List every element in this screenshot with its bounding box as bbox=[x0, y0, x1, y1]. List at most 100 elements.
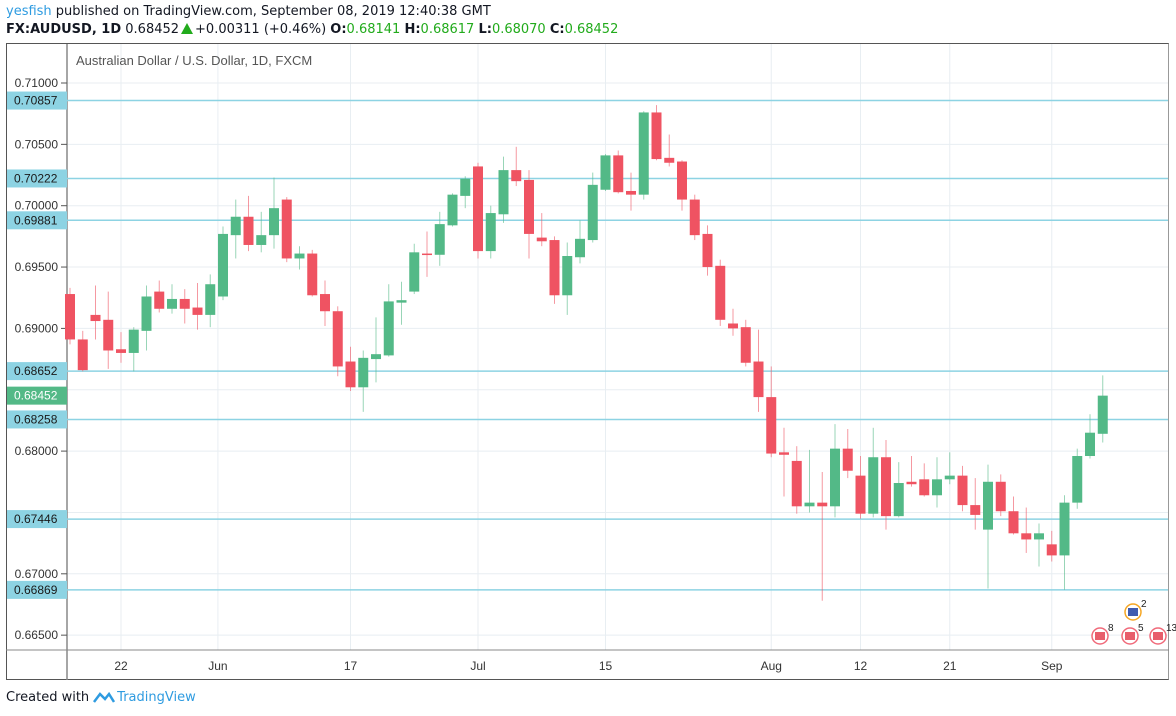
candle-up[interactable] bbox=[868, 457, 879, 514]
candle-down[interactable] bbox=[524, 179, 534, 234]
candle-down[interactable] bbox=[1008, 511, 1019, 534]
candle-down[interactable] bbox=[422, 253, 432, 256]
candle-down[interactable] bbox=[281, 199, 292, 259]
candle-down[interactable] bbox=[779, 452, 789, 455]
candle-up[interactable] bbox=[498, 170, 509, 215]
candle-up[interactable] bbox=[128, 329, 139, 353]
x-tick-label: Sep bbox=[1041, 659, 1063, 673]
candle-up[interactable] bbox=[409, 252, 420, 292]
candle-up[interactable] bbox=[383, 301, 394, 356]
candle-up[interactable] bbox=[830, 448, 840, 507]
candle-up[interactable] bbox=[983, 481, 993, 530]
candle-up[interactable] bbox=[562, 256, 573, 296]
candle-up[interactable] bbox=[1059, 502, 1070, 556]
candle-up[interactable] bbox=[396, 300, 407, 303]
candle-down[interactable] bbox=[677, 161, 687, 200]
candle-up[interactable] bbox=[638, 112, 649, 195]
level-price-tag bbox=[7, 580, 67, 599]
candle-down[interactable] bbox=[791, 460, 802, 507]
candle-up[interactable] bbox=[218, 233, 228, 297]
candle-up[interactable] bbox=[1085, 432, 1095, 457]
candle-up[interactable] bbox=[358, 357, 369, 388]
candle-down[interactable] bbox=[753, 361, 764, 398]
candle-down[interactable] bbox=[970, 505, 981, 515]
candle-up[interactable] bbox=[371, 354, 381, 360]
candle-up[interactable] bbox=[434, 224, 445, 255]
y-tick-label: 0.69500 bbox=[15, 260, 59, 274]
candle-down[interactable] bbox=[154, 291, 165, 309]
low-label: L: bbox=[478, 22, 492, 37]
candle-down[interactable] bbox=[116, 349, 126, 353]
candle-up[interactable] bbox=[230, 216, 241, 236]
candle-up[interactable] bbox=[205, 284, 216, 315]
candle-down[interactable] bbox=[626, 190, 636, 195]
high-label: H: bbox=[404, 22, 421, 37]
candle-down[interactable] bbox=[320, 294, 330, 312]
candle-up[interactable] bbox=[1097, 395, 1108, 434]
candle-up[interactable] bbox=[141, 296, 152, 331]
symbol-label: FX:AUDUSD, 1D bbox=[6, 22, 122, 37]
candle-up[interactable] bbox=[600, 155, 611, 190]
candle-down[interactable] bbox=[345, 361, 356, 388]
candle-down[interactable] bbox=[103, 319, 114, 351]
candle-down[interactable] bbox=[77, 339, 88, 371]
candle-down[interactable] bbox=[702, 233, 713, 268]
candle-down[interactable] bbox=[1046, 544, 1057, 556]
up-arrow-icon bbox=[181, 23, 194, 34]
publish-text: published on TradingView.com, September … bbox=[51, 4, 491, 19]
candle-up[interactable] bbox=[256, 235, 267, 245]
candle-down[interactable] bbox=[511, 170, 522, 182]
candle-up[interactable] bbox=[460, 178, 471, 196]
candle-up[interactable] bbox=[294, 253, 305, 259]
candle-down[interactable] bbox=[995, 481, 1006, 512]
close-label: C: bbox=[549, 22, 565, 37]
candle-up[interactable] bbox=[269, 208, 279, 236]
candle-up[interactable] bbox=[167, 298, 177, 309]
candle-down[interactable] bbox=[65, 294, 75, 340]
candle-down[interactable] bbox=[689, 199, 700, 236]
candle-down[interactable] bbox=[1021, 533, 1032, 540]
event-count: 13 bbox=[1166, 623, 1176, 634]
candle-down[interactable] bbox=[740, 327, 751, 363]
candle-up[interactable] bbox=[485, 213, 496, 252]
candle-down[interactable] bbox=[179, 298, 190, 309]
candle-down[interactable] bbox=[817, 502, 828, 507]
candle-down[interactable] bbox=[766, 397, 777, 454]
candle-down[interactable] bbox=[957, 475, 968, 506]
candle-down[interactable] bbox=[728, 323, 738, 329]
candle-up[interactable] bbox=[1034, 533, 1044, 540]
candle-down[interactable] bbox=[549, 240, 560, 296]
x-tick-label: Aug bbox=[761, 659, 782, 673]
event-count: 8 bbox=[1108, 623, 1114, 634]
candle-up[interactable] bbox=[932, 479, 942, 496]
candle-down[interactable] bbox=[536, 237, 547, 242]
candle-up[interactable] bbox=[1072, 456, 1083, 503]
candle-down[interactable] bbox=[651, 112, 662, 160]
candle-down[interactable] bbox=[613, 155, 624, 193]
footer: Created with TradingView bbox=[6, 690, 196, 705]
candle-down[interactable] bbox=[307, 253, 318, 296]
candle-down[interactable] bbox=[715, 265, 726, 320]
level-price-tag bbox=[7, 91, 67, 110]
candle-up[interactable] bbox=[944, 475, 955, 480]
candle-down[interactable] bbox=[90, 314, 101, 322]
candle-up[interactable] bbox=[804, 502, 815, 507]
candle-down[interactable] bbox=[842, 448, 853, 471]
candle-down[interactable] bbox=[881, 457, 891, 517]
candle-up[interactable] bbox=[587, 184, 598, 241]
candle-down[interactable] bbox=[919, 479, 930, 496]
candle-down[interactable] bbox=[855, 475, 866, 514]
candle-down[interactable] bbox=[192, 307, 203, 315]
candle-down[interactable] bbox=[243, 216, 254, 245]
candle-up[interactable] bbox=[575, 238, 585, 258]
tradingview-link[interactable]: TradingView bbox=[117, 690, 196, 705]
candle-down[interactable] bbox=[473, 166, 483, 252]
candle-up[interactable] bbox=[447, 194, 458, 226]
level-price-label: 0.69881 bbox=[14, 213, 58, 227]
candle-down[interactable] bbox=[906, 481, 917, 485]
candle-down[interactable] bbox=[332, 311, 343, 367]
candle-up[interactable] bbox=[893, 483, 904, 517]
author-link[interactable]: yesfish bbox=[6, 4, 52, 19]
candle-down[interactable] bbox=[664, 157, 675, 163]
